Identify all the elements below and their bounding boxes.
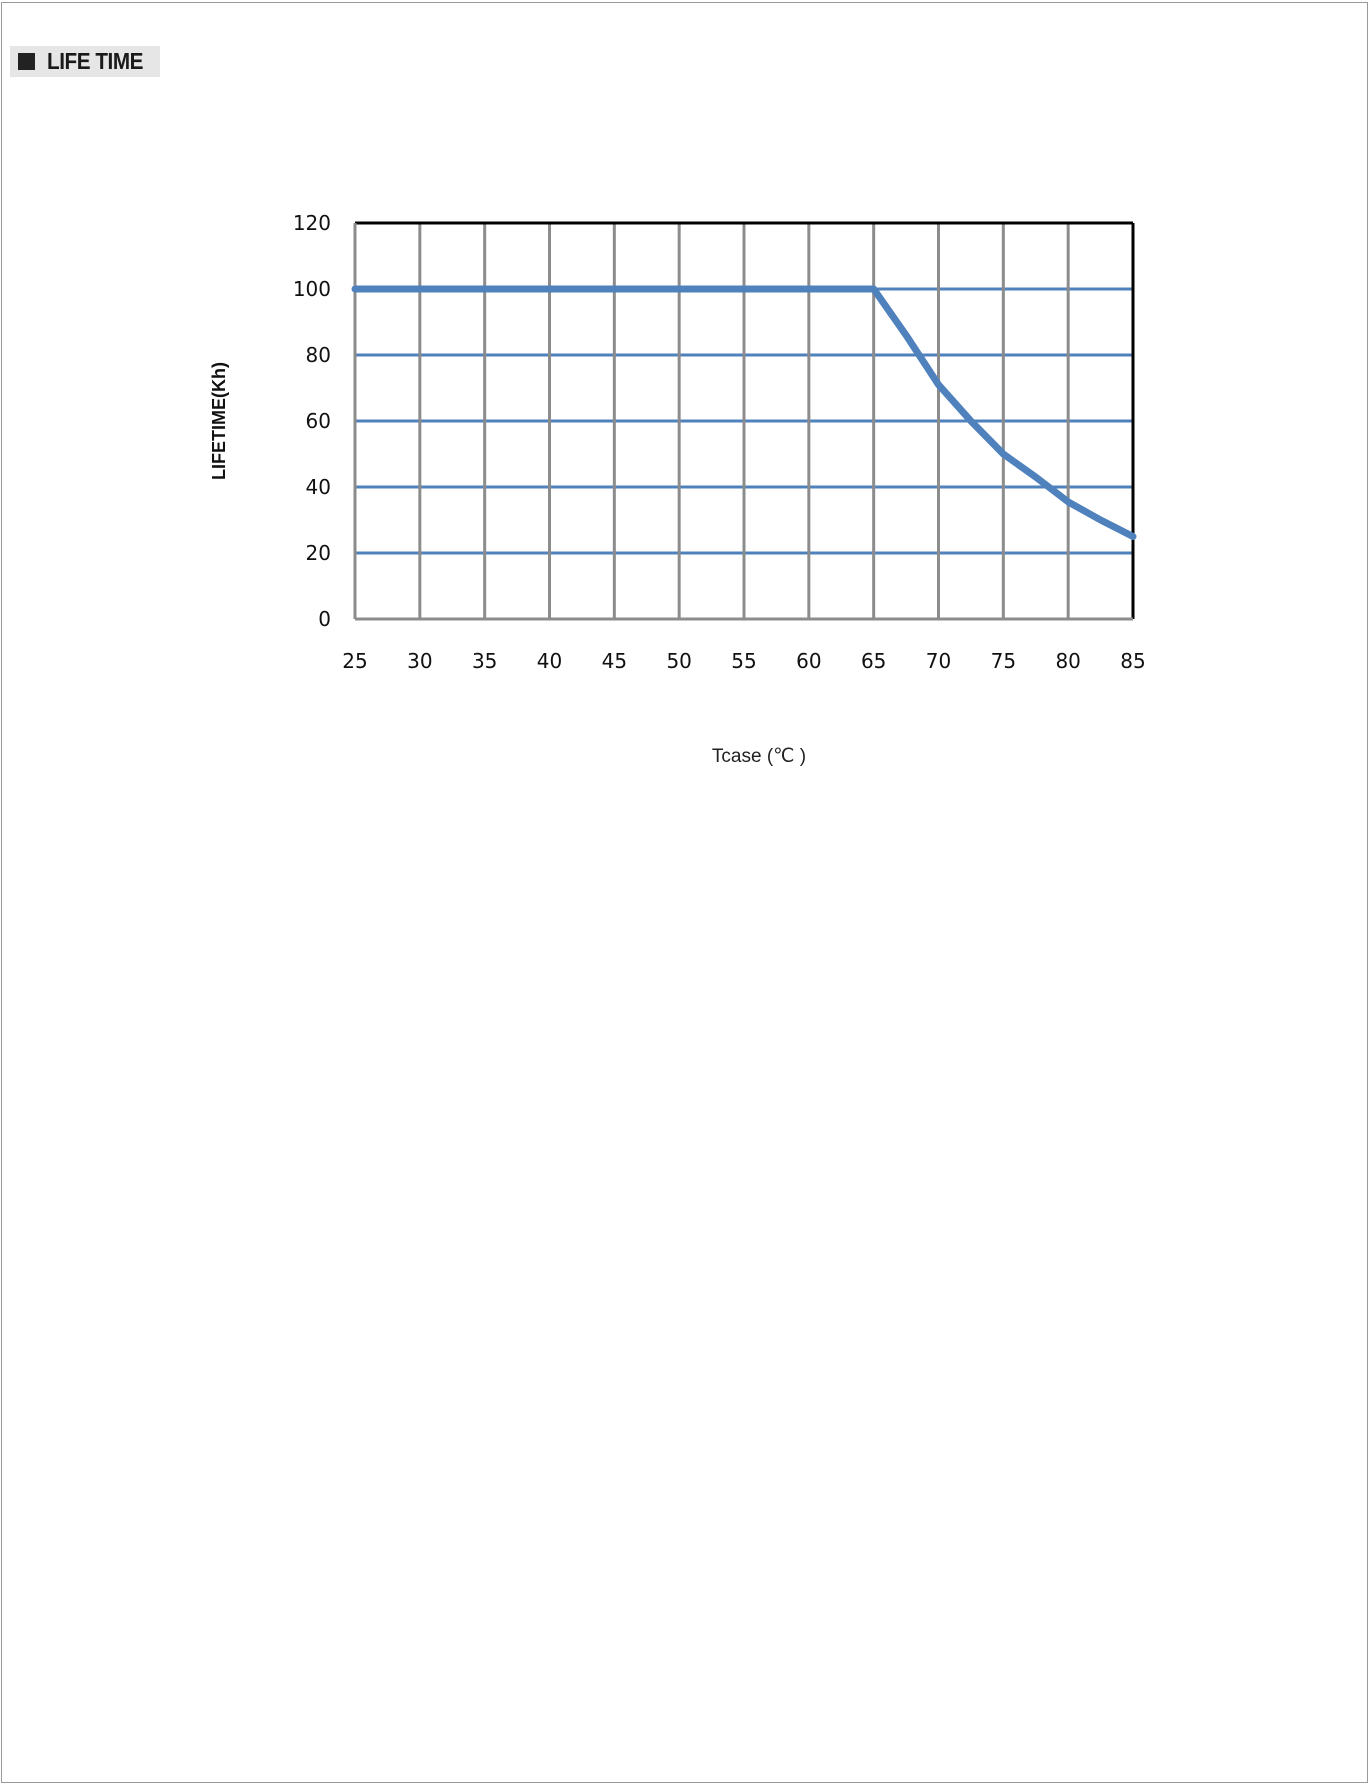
x-tick-label: 80	[1055, 649, 1080, 673]
x-tick-label: 50	[666, 649, 691, 673]
y-tick-label: 100	[293, 277, 331, 301]
x-tick-labels: 25 30 35 40 45 50 55 60 65 70 75 80 85	[342, 649, 1145, 673]
series-line	[351, 285, 1137, 540]
y-tick-label: 20	[306, 541, 331, 565]
x-tick-label: 70	[926, 649, 951, 673]
square-bullet-icon	[18, 53, 35, 70]
x-tick-label: 55	[731, 649, 756, 673]
section-title: LIFE TIME	[47, 48, 144, 74]
x-tick-label: 65	[861, 649, 886, 673]
y-tick-label: 40	[306, 475, 331, 499]
x-tick-label: 40	[537, 649, 562, 673]
x-tick-label: 60	[796, 649, 821, 673]
lifetime-chart: 0 20 40 60 80 100 120 25 30 35 40 45 50 55 60 65 70 75 80…	[209, 211, 1146, 767]
y-tick-label: 120	[293, 211, 331, 235]
x-axis-title: Tcase (℃ )	[712, 746, 806, 767]
x-tick-label: 85	[1120, 649, 1145, 673]
x-tick-label: 30	[407, 649, 432, 673]
x-tick-label: 35	[472, 649, 497, 673]
x-tick-label: 75	[991, 649, 1016, 673]
y-tick-label: 60	[306, 409, 331, 433]
x-tick-label: 45	[602, 649, 627, 673]
x-tick-label: 25	[342, 649, 367, 673]
y-axis-title: LIFETIME(Kh)	[209, 362, 229, 480]
section-header: LIFE TIME	[10, 46, 160, 77]
series-layer	[351, 285, 1137, 540]
y-tick-label: 0	[318, 607, 331, 631]
y-tick-label: 80	[306, 343, 331, 367]
y-tick-labels: 0 20 40 60 80 100 120	[293, 211, 331, 631]
